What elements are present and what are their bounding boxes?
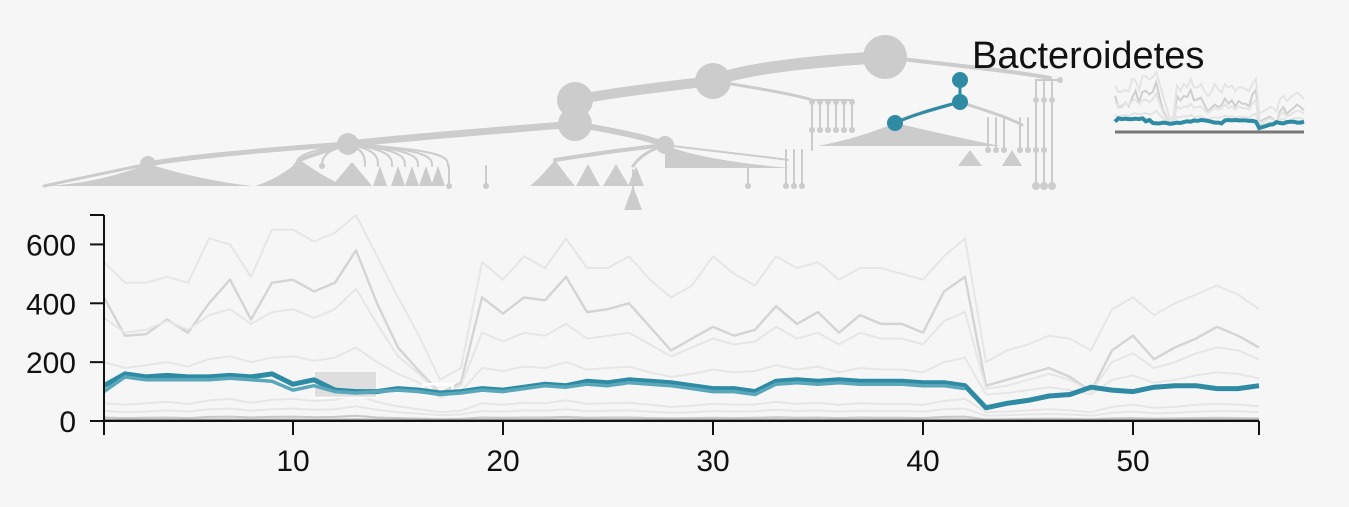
- tree-node: [993, 147, 999, 153]
- tree-node: [825, 127, 831, 133]
- selected-taxon-label: Bacteroidetes: [972, 35, 1204, 77]
- tree-edge: [883, 55, 1052, 80]
- tree-node: [293, 163, 299, 169]
- tree-root-node: [863, 35, 907, 79]
- sparkline-context-line: [1114, 90, 1305, 126]
- x-tick-label: 10: [276, 445, 309, 478]
- tree-leaf-wedge: [818, 123, 1000, 146]
- tree-node: [1041, 97, 1047, 103]
- tree-leaf-wedge: [1002, 150, 1022, 166]
- tree-node: [1033, 97, 1039, 103]
- tree-edge: [664, 144, 789, 161]
- highlight-edge: [894, 100, 961, 125]
- x-tick-label: 20: [486, 445, 519, 478]
- tree-leaf-wedge: [624, 186, 642, 210]
- tree-node: [483, 183, 489, 189]
- tree-leaf-wedge: [576, 164, 600, 186]
- selected-taxon-sparkline: [1113, 69, 1305, 134]
- tree-node: [1049, 97, 1055, 103]
- tree-leaf-wedge: [603, 164, 629, 186]
- tree-node: [1025, 147, 1031, 153]
- tree-node: [695, 63, 731, 99]
- taxonomy-tree: [42, 35, 1063, 210]
- context-series-line: [103, 346, 1260, 399]
- y-tick-label: 0: [59, 406, 76, 439]
- tree-edge: [631, 143, 667, 168]
- highlight-series-group: [102, 371, 1260, 411]
- time-series-plot: 0 200 400 600 10 20 30 40 50: [26, 214, 1260, 478]
- highlight-tree-node: [887, 115, 903, 131]
- tree-edge: [145, 141, 351, 167]
- context-series-line: [103, 414, 1260, 421]
- tree-node: [799, 183, 805, 189]
- tree-node: [1057, 77, 1063, 83]
- tree-edge: [42, 162, 150, 188]
- tree-node: [557, 82, 593, 118]
- tree-node: [319, 163, 325, 169]
- x-tick-label: 30: [696, 445, 729, 478]
- tree-leaf-wedge: [431, 166, 445, 186]
- tree-node: [833, 127, 839, 133]
- tree-edge: [707, 51, 891, 87]
- highlight-tree-node: [952, 72, 968, 88]
- tree-leaf-wedge: [148, 164, 252, 186]
- context-series-line: [103, 287, 1260, 396]
- y-tick-label: 200: [26, 347, 76, 380]
- tree-leaf-wedge: [373, 166, 387, 186]
- tree-leaf-wedge: [405, 166, 419, 186]
- tree-node: [1001, 147, 1007, 153]
- sparkline-highlight-line: [1113, 116, 1305, 131]
- sparkline-context-line: [1114, 69, 1305, 122]
- context-series-line: [103, 405, 1260, 417]
- x-tick-label: 50: [1116, 445, 1149, 478]
- tree-edge: [958, 100, 1024, 127]
- tree-node: [558, 107, 592, 141]
- tree-edge: [344, 120, 579, 148]
- tree-node: [791, 183, 797, 189]
- tree-node: [745, 183, 751, 189]
- tree-leaf-wedge: [628, 166, 644, 186]
- y-axis: 0 200 400 600: [26, 214, 105, 439]
- tree-node: [1048, 182, 1056, 190]
- tree-node: [1017, 147, 1023, 153]
- context-series-line: [103, 393, 1260, 414]
- x-tick-label: 40: [906, 445, 939, 478]
- tree-node: [809, 127, 815, 133]
- tree-node: [985, 147, 991, 153]
- context-series-line: [102, 249, 1260, 395]
- tree-leaf-wedge: [958, 150, 982, 166]
- tree-leaf-wedge: [665, 145, 790, 168]
- tree-leaf-wedge: [255, 160, 345, 186]
- tree-leaf-wedge: [332, 162, 372, 186]
- tree-leaf-wedge: [44, 164, 148, 186]
- tree-edge: [553, 143, 667, 162]
- tree-node: [817, 127, 823, 133]
- context-series-line: [103, 214, 1260, 381]
- y-tick-label: 600: [26, 229, 76, 262]
- y-tick-label: 400: [26, 288, 76, 321]
- x-axis: 10 20 30 40 50: [103, 420, 1260, 478]
- tree-node: [446, 183, 452, 189]
- tree-node: [841, 127, 847, 133]
- tree-leaf-wedge: [391, 166, 405, 186]
- tree-leaf-wedge: [530, 160, 575, 186]
- tree-edge: [570, 76, 718, 105]
- tree-node: [783, 183, 789, 189]
- highlight-series-line: [102, 375, 966, 397]
- highlight-series-line: [102, 371, 1260, 411]
- tree-node: [1032, 182, 1040, 190]
- tree-leaf-wedge: [419, 166, 433, 186]
- tree-node: [849, 127, 855, 133]
- highlight-tree-node: [952, 94, 968, 110]
- tree-node: [1040, 182, 1048, 190]
- tree-edge: [347, 143, 449, 167]
